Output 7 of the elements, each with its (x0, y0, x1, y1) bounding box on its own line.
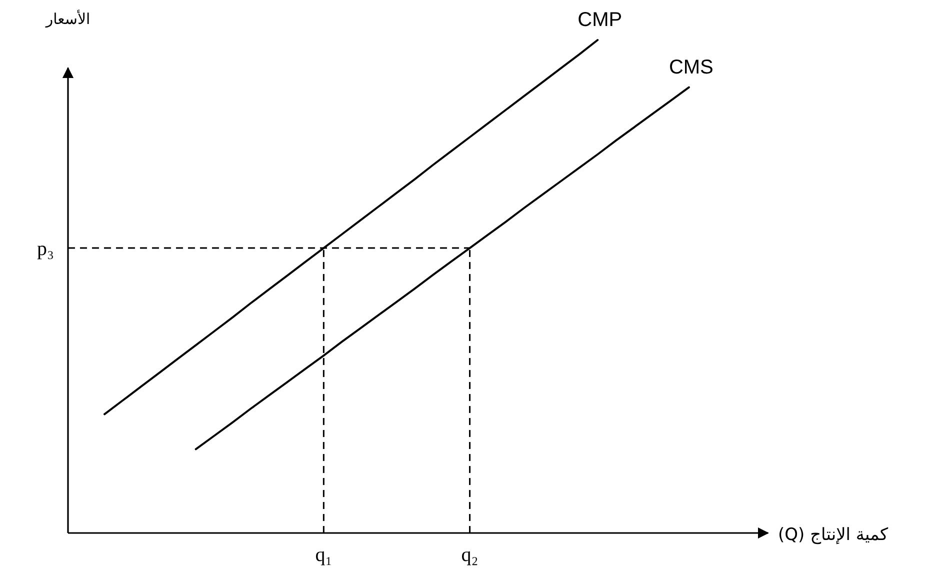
x-tick-label: q₂ (461, 544, 478, 566)
y-axis-title: الأسعار (44, 9, 90, 28)
ref-line-label: p₃ (37, 238, 54, 260)
x-axis-title: كمية الإنتاج (Q) (778, 525, 889, 545)
series-label: CMP (578, 9, 622, 31)
series-label: CMS (668, 56, 714, 78)
x-tick-label: q₁ (315, 544, 332, 566)
